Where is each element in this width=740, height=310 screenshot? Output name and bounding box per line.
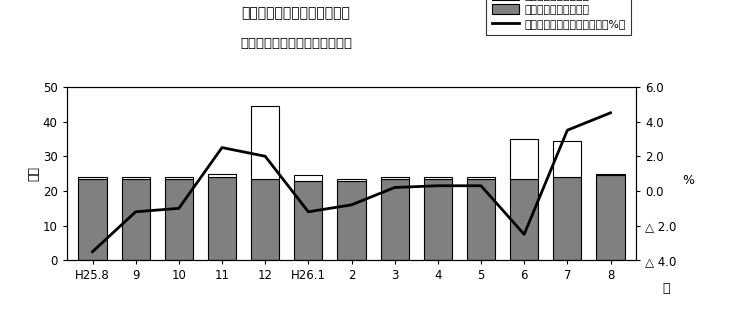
Bar: [510, 179, 538, 260]
Text: 第１図　現金給与総額の推移: 第１図 現金給与総額の推移: [241, 6, 351, 20]
Bar: [165, 177, 193, 179]
Y-axis label: 万円: 万円: [27, 166, 40, 181]
Bar: [295, 180, 323, 260]
Text: 月: 月: [662, 282, 670, 295]
Bar: [78, 179, 107, 260]
Bar: [78, 177, 107, 179]
Bar: [165, 179, 193, 260]
Bar: [424, 177, 452, 179]
Bar: [554, 177, 582, 260]
Legend: 特別に支払われた給与, きまって支給する給与, 現金給与総額対前年同月比（%）: 特別に支払われた給与, きまって支給する給与, 現金給与総額対前年同月比（%）: [486, 0, 631, 35]
Bar: [596, 174, 625, 175]
Bar: [467, 179, 495, 260]
Bar: [596, 175, 625, 260]
Bar: [337, 179, 366, 180]
Bar: [510, 139, 538, 179]
Bar: [208, 177, 236, 260]
Bar: [554, 141, 582, 177]
Y-axis label: %: %: [682, 174, 694, 187]
Bar: [380, 177, 408, 179]
Bar: [380, 179, 408, 260]
Bar: [295, 175, 323, 180]
Bar: [424, 179, 452, 260]
Bar: [467, 177, 495, 179]
Bar: [208, 174, 236, 177]
Bar: [337, 180, 366, 260]
Bar: [251, 179, 279, 260]
Bar: [251, 106, 279, 179]
Bar: [121, 177, 149, 179]
Bar: [121, 179, 149, 260]
Text: （規模５人以上　調査産業計）: （規模５人以上 調査産業計）: [240, 37, 352, 50]
